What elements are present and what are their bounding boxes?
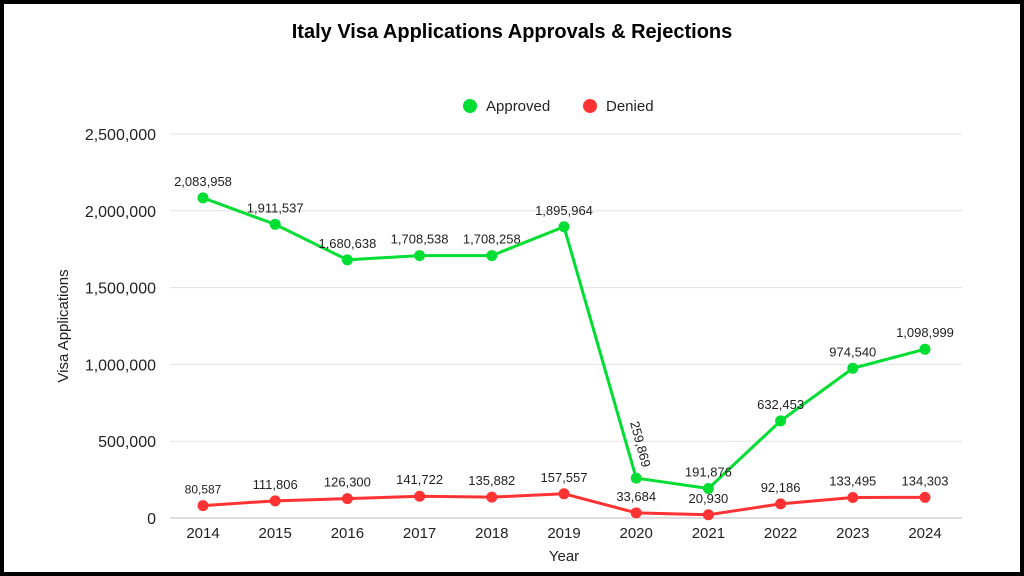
data-label-denied: 20,930: [689, 491, 729, 506]
x-tick-label: 2017: [403, 525, 436, 542]
series-line-approved: [202, 196, 926, 491]
x-tick-label: 2016: [331, 525, 364, 542]
data-point-denied: [486, 491, 498, 503]
x-tick-label: 2023: [836, 525, 869, 542]
data-label-approved: 191,876: [685, 465, 732, 480]
data-point-denied: [558, 488, 570, 500]
x-tick-label: 2014: [186, 525, 219, 542]
data-label-approved: 1,708,538: [391, 232, 449, 247]
data-label-denied: 126,300: [324, 475, 371, 490]
x-axis-label: Year: [549, 548, 579, 565]
data-point-denied: [341, 493, 353, 505]
data-label-denied: 80,587: [185, 483, 222, 497]
y-tick-label: 1,000,000: [85, 357, 156, 374]
data-label-denied: 33,684: [616, 489, 656, 504]
data-point-approved: [919, 343, 931, 355]
data-label-approved: 1,680,638: [318, 236, 376, 251]
y-tick-label: 2,500,000: [85, 127, 156, 144]
data-label-denied: 111,806: [253, 477, 298, 492]
data-label-denied: 135,882: [468, 473, 515, 488]
legend-marker-approved: [463, 99, 477, 113]
data-point-approved: [630, 472, 642, 484]
data-point-denied: [847, 491, 859, 503]
data-point-approved: [486, 250, 498, 262]
y-tick-label: 1,500,000: [85, 281, 156, 298]
data-point-denied: [919, 491, 931, 503]
data-label-approved: 2,083,958: [174, 174, 232, 189]
data-label-denied: 134,303: [902, 473, 949, 488]
x-tick-label: 2022: [764, 525, 797, 542]
data-label-denied: 157,557: [541, 470, 588, 485]
chart-title: Italy Visa Applications Approvals & Reje…: [292, 21, 733, 43]
data-label-denied: 92,186: [761, 480, 801, 495]
data-point-approved: [702, 483, 714, 495]
data-label-denied: 141,722: [396, 472, 443, 487]
data-label-approved: 1,708,258: [463, 232, 521, 247]
data-point-denied: [269, 495, 281, 507]
x-tick-label: 2024: [908, 525, 941, 542]
data-point-approved: [269, 218, 281, 230]
data-point-approved: [414, 250, 426, 262]
data-point-approved: [775, 415, 787, 427]
y-tick-label: 2,000,000: [85, 204, 156, 221]
x-tick-label: 2019: [547, 525, 580, 542]
data-point-denied: [775, 498, 787, 510]
data-label-approved: 1,098,999: [896, 325, 954, 340]
data-label-approved: 1,911,537: [247, 200, 304, 215]
data-point-approved: [558, 221, 570, 233]
y-axis-label: Visa Applications: [55, 269, 72, 382]
data-point-approved: [197, 192, 209, 204]
y-tick-label: 500,000: [98, 434, 156, 451]
legend-label-denied: Denied: [606, 98, 654, 115]
data-point-approved: [341, 254, 353, 266]
legend: Approved Denied: [463, 98, 654, 115]
data-point-denied: [414, 490, 426, 502]
legend-marker-denied: [583, 99, 597, 113]
data-label-approved: 1,895,964: [535, 203, 593, 218]
data-label-denied: 133,495: [829, 473, 876, 488]
legend-label-approved: Approved: [486, 98, 550, 115]
x-tick-label: 2015: [259, 525, 292, 542]
data-point-denied: [197, 500, 209, 512]
data-point-denied: [702, 509, 714, 521]
data-label-approved: 632,453: [757, 397, 804, 412]
y-tick-label: 0: [147, 511, 156, 528]
x-tick-label: 2021: [692, 525, 725, 542]
x-tick-label: 2020: [620, 525, 653, 542]
data-point-denied: [630, 507, 642, 519]
data-label-approved: 974,540: [829, 344, 876, 359]
data-point-approved: [847, 362, 859, 374]
x-tick-label: 2018: [475, 525, 508, 542]
